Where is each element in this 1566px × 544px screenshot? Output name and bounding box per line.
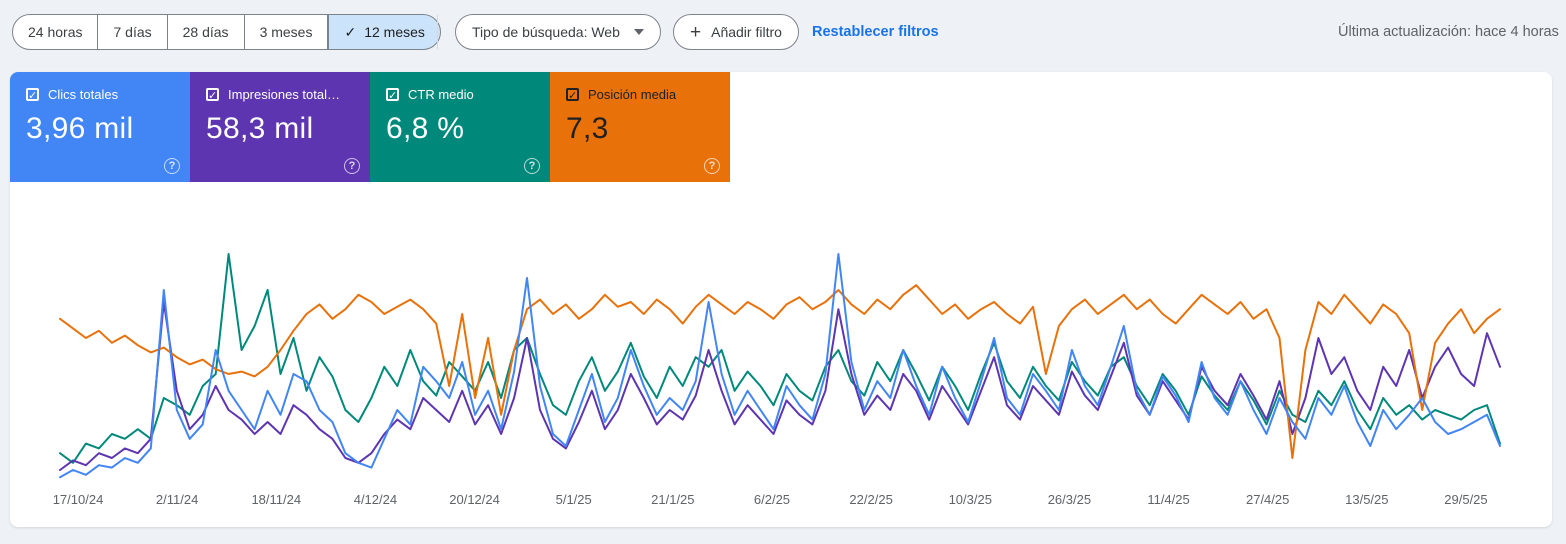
x-axis-label: 18/11/24 <box>251 492 302 507</box>
metric-label: Posición media <box>588 87 677 102</box>
date-range-label: 12 meses <box>364 24 425 40</box>
date-range-label: 3 meses <box>259 24 313 40</box>
reset-filters-link[interactable]: Restablecer filtros <box>812 24 939 40</box>
help-icon[interactable]: ? <box>704 158 720 174</box>
metric-value: 58,3 mil <box>206 112 314 145</box>
x-axis-label: 6/2/25 <box>753 492 791 507</box>
metric-card-position[interactable]: ✓ Posición media 7,3 ? <box>550 72 730 182</box>
date-range-label: 7 días <box>113 24 152 40</box>
x-axis-label: 17/10/24 <box>52 492 104 507</box>
x-axis-label: 20/12/24 <box>449 492 500 507</box>
checkbox-checked-icon[interactable]: ✓ <box>386 88 399 102</box>
metric-card-header: ✓ Clics totales <box>26 87 174 102</box>
checkbox-checked-icon[interactable]: ✓ <box>206 88 219 102</box>
date-range-label: 28 días <box>182 24 229 40</box>
performance-chart: 17/10/24 2/11/24 18/11/24 4/12/24 20/12/24 5/… <box>10 182 1552 527</box>
add-filter-label: Añadir filtro <box>711 24 782 40</box>
series-line-clicks <box>59 253 1501 479</box>
x-axis-label: 27/4/25 <box>1245 492 1290 507</box>
date-range-label: 24 horas <box>28 24 83 40</box>
metric-card-clicks[interactable]: ✓ Clics totales 3,96 mil ? <box>10 72 190 182</box>
add-filter-button[interactable]: + Añadir filtro <box>673 14 799 50</box>
metric-label: Impresiones total… <box>228 87 340 102</box>
metric-card-header: ✓ CTR medio <box>386 87 534 102</box>
x-axis-label: 11/4/25 <box>1147 492 1190 507</box>
x-axis-label: 13/5/25 <box>1345 492 1389 507</box>
x-axis-label: 2/11/24 <box>155 492 199 507</box>
help-icon[interactable]: ? <box>344 158 360 174</box>
toolbar-divider <box>437 15 438 49</box>
last-update-text: Última actualización: hace 4 horas <box>1338 24 1559 40</box>
metric-card-header: ✓ Impresiones total… <box>206 87 354 102</box>
x-axis-label: 29/5/25 <box>1444 492 1488 507</box>
metric-cards-row: ✓ Clics totales 3,96 mil ? ✓ Impresiones… <box>10 72 730 182</box>
search-type-label: Tipo de búsqueda: Web <box>472 24 620 40</box>
search-type-dropdown[interactable]: Tipo de búsqueda: Web <box>455 14 661 50</box>
metric-card-header: ✓ Posición media <box>566 87 714 102</box>
metric-label: CTR medio <box>408 87 474 102</box>
x-axis-label: 21/1/25 <box>651 492 695 507</box>
x-axis-label: 5/1/25 <box>555 492 592 507</box>
series-line-position <box>59 284 1501 459</box>
checkbox-checked-icon[interactable]: ✓ <box>26 88 39 102</box>
series-line-ctr <box>59 253 1501 464</box>
x-axis-label: 10/3/25 <box>948 492 992 507</box>
plus-icon: + <box>690 21 702 43</box>
metric-value: 6,8 % <box>386 112 465 145</box>
metric-value: 3,96 mil <box>26 112 134 145</box>
metric-card-ctr[interactable]: ✓ CTR medio 6,8 % ? <box>370 72 550 182</box>
date-range-12m-selected[interactable]: ✓ 12 meses <box>328 14 441 50</box>
help-icon[interactable]: ? <box>164 158 180 174</box>
metric-value: 7,3 <box>566 112 609 145</box>
date-range-segmented-control: 24 horas 7 días 28 días 3 meses ✓ 12 mes… <box>12 14 441 50</box>
date-range-3m[interactable]: 3 meses <box>244 14 329 50</box>
date-range-24h[interactable]: 24 horas <box>12 14 99 50</box>
check-icon: ✓ <box>344 23 357 40</box>
date-range-28d[interactable]: 28 días <box>167 14 245 50</box>
x-axis: 17/10/24 2/11/24 18/11/24 4/12/24 20/12/24 5/… <box>10 492 1552 512</box>
help-icon[interactable]: ? <box>524 158 540 174</box>
x-axis-label: 4/12/24 <box>353 492 398 507</box>
metric-label: Clics totales <box>48 87 119 102</box>
dropdown-caret-icon <box>633 29 644 35</box>
performance-panel: ✓ Clics totales 3,96 mil ? ✓ Impresiones… <box>10 72 1552 527</box>
date-range-7d[interactable]: 7 días <box>98 14 168 50</box>
x-axis-label: 22/2/25 <box>849 492 893 507</box>
line-chart-canvas <box>59 253 1501 479</box>
checkbox-checked-icon[interactable]: ✓ <box>566 88 579 102</box>
top-toolbar: 24 horas 7 días 28 días 3 meses ✓ 12 mes… <box>0 0 1566 64</box>
series-line-impressions <box>59 301 1501 471</box>
metric-card-impressions[interactable]: ✓ Impresiones total… 58,3 mil ? <box>190 72 370 182</box>
x-axis-label: 26/3/25 <box>1047 492 1092 507</box>
